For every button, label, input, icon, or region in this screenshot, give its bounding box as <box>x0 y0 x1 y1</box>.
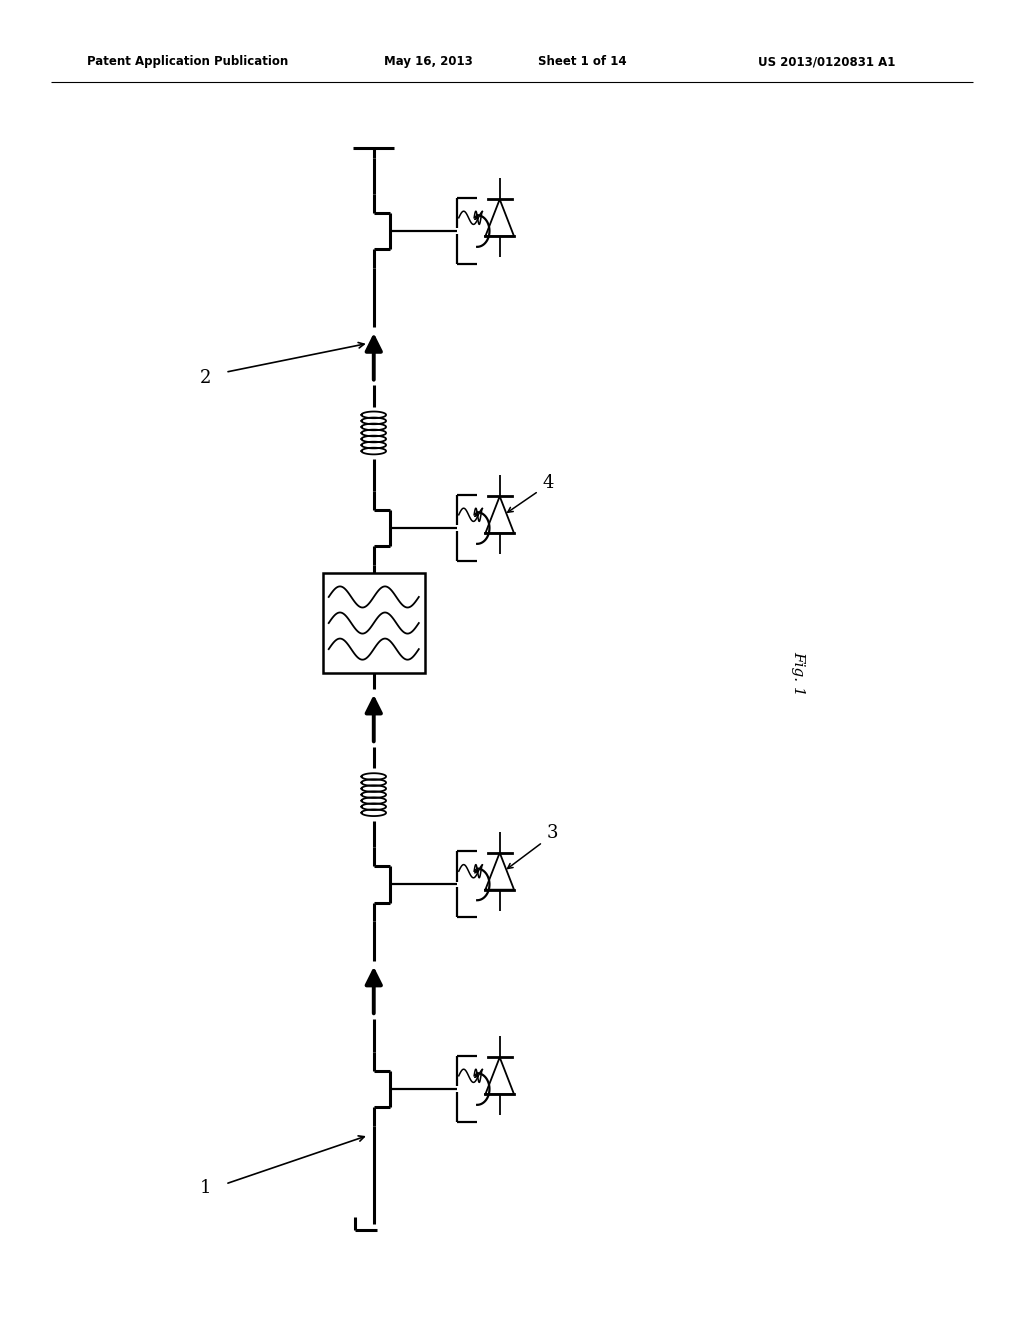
Text: 2: 2 <box>200 368 211 387</box>
Text: 1: 1 <box>200 1179 211 1197</box>
Text: May 16, 2013: May 16, 2013 <box>384 55 473 69</box>
Text: 4: 4 <box>543 474 554 492</box>
Text: 3: 3 <box>547 824 558 842</box>
Text: Patent Application Publication: Patent Application Publication <box>87 55 289 69</box>
Text: Fig. 1: Fig. 1 <box>792 651 806 696</box>
Text: US 2013/0120831 A1: US 2013/0120831 A1 <box>758 55 895 69</box>
Bar <box>323 573 425 673</box>
Text: Sheet 1 of 14: Sheet 1 of 14 <box>538 55 627 69</box>
